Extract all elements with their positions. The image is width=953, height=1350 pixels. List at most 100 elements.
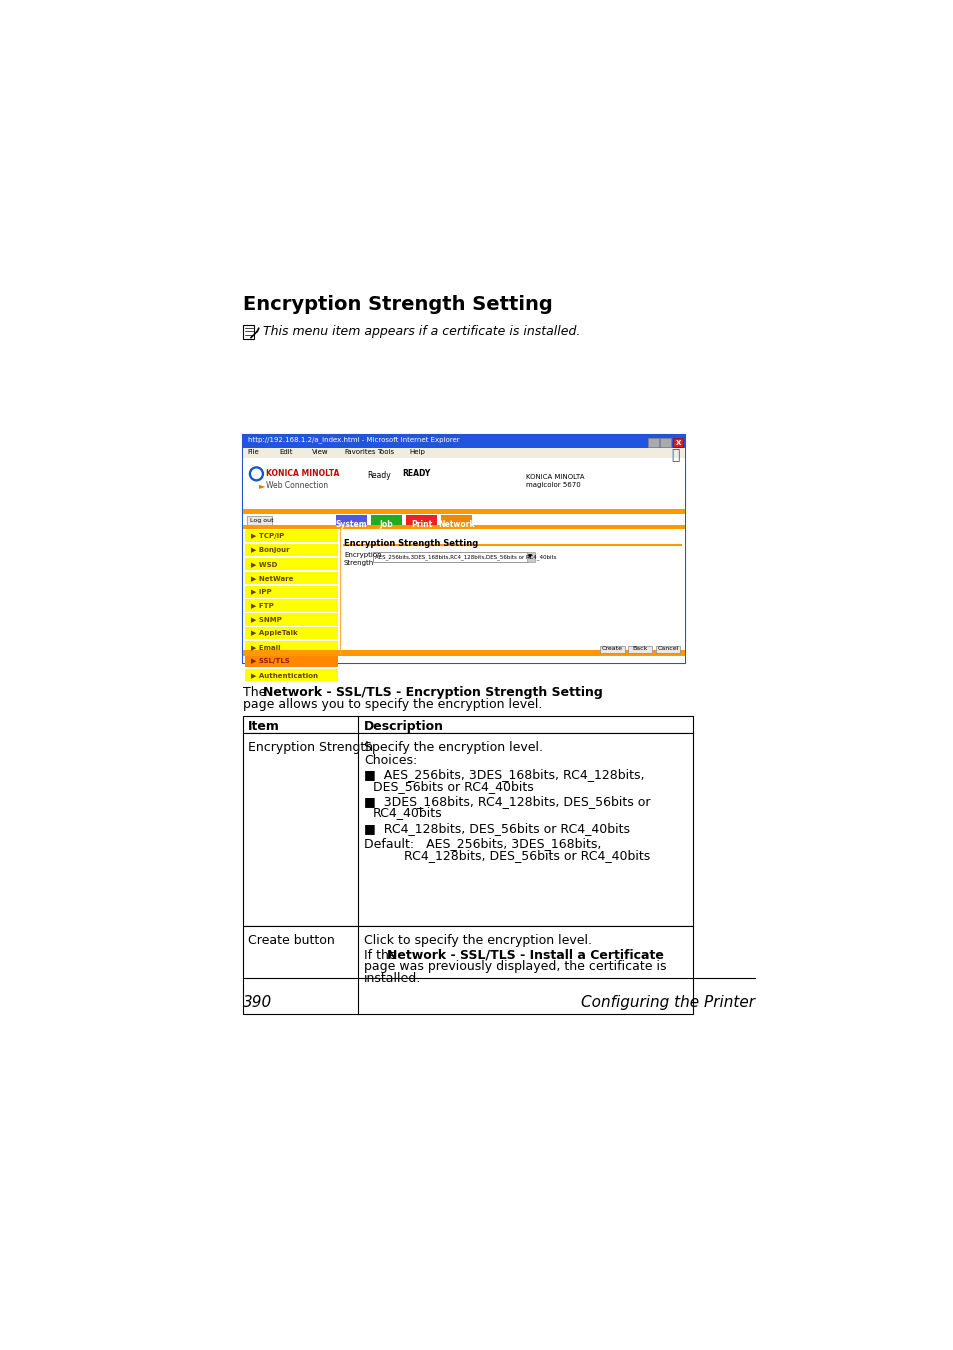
Bar — [245, 641, 337, 653]
Text: ▶ NetWare: ▶ NetWare — [251, 575, 294, 580]
Bar — [406, 516, 436, 526]
Text: ▶ AppleTalk: ▶ AppleTalk — [251, 630, 297, 636]
Text: page allows you to specify the encryption level.: page allows you to specify the encryptio… — [243, 698, 542, 711]
Text: Click to specify the encryption level.: Click to specify the encryption level. — [364, 934, 592, 946]
Text: Job: Job — [379, 520, 393, 529]
Text: Specify the encryption level.: Specify the encryption level. — [364, 741, 542, 755]
Text: Default:   AES_256bits, 3DES_168bits,: Default: AES_256bits, 3DES_168bits, — [364, 837, 601, 850]
Text: ⓘ: ⓘ — [670, 448, 679, 463]
Text: ►: ► — [258, 481, 265, 490]
Text: ▶ IPP: ▶ IPP — [251, 589, 272, 594]
Text: Encryption Strength Setting: Encryption Strength Setting — [243, 296, 553, 315]
Text: AES_256bits,3DES_168bits,RC4_128bits,DES_56bits or RC4_40bits: AES_256bits,3DES_168bits,RC4_128bits,DES… — [375, 554, 556, 560]
Bar — [245, 544, 337, 556]
Bar — [627, 645, 652, 653]
Text: magicolor 5670: magicolor 5670 — [525, 482, 580, 489]
Bar — [245, 628, 337, 640]
Bar — [599, 645, 624, 653]
Text: Network - SSL/TLS - Install a Certificate: Network - SSL/TLS - Install a Certificat… — [387, 949, 663, 963]
Text: Ready: Ready — [367, 471, 391, 479]
Bar — [245, 655, 337, 667]
Text: http://192.168.1.2/a_index.html - Microsoft Internet Explorer: http://192.168.1.2/a_index.html - Micros… — [248, 436, 459, 443]
Bar — [243, 529, 684, 663]
Bar — [245, 599, 337, 612]
Text: ■  RC4_128bits, DES_56bits or RC4_40bits: ■ RC4_128bits, DES_56bits or RC4_40bits — [364, 822, 630, 834]
Bar — [373, 552, 528, 562]
Bar — [243, 733, 692, 926]
Bar — [243, 926, 692, 1014]
Text: KONICA MINOLTA: KONICA MINOLTA — [525, 474, 584, 479]
Bar — [247, 516, 272, 526]
Text: READY: READY — [402, 470, 430, 478]
Text: ▶ Authentication: ▶ Authentication — [251, 672, 317, 678]
Text: page was previously displayed, the certificate is: page was previously displayed, the certi… — [364, 960, 666, 973]
Text: ▶ FTP: ▶ FTP — [251, 602, 274, 609]
Text: Create: Create — [601, 647, 622, 651]
Text: ▶ Bonjour: ▶ Bonjour — [251, 547, 290, 553]
Text: Log out: Log out — [250, 518, 274, 522]
Text: RC4_128bits, DES_56bits or RC4_40bits: RC4_128bits, DES_56bits or RC4_40bits — [404, 849, 650, 861]
Text: Network: Network — [437, 520, 475, 529]
Bar — [659, 437, 670, 447]
Text: ■  3DES_168bits, RC4_128bits, DES_56bits or: ■ 3DES_168bits, RC4_128bits, DES_56bits … — [364, 795, 650, 807]
Text: RC4_40bits: RC4_40bits — [373, 806, 442, 819]
Text: ▶ SSL/TLS: ▶ SSL/TLS — [251, 657, 290, 664]
Text: Tools: Tools — [377, 450, 394, 455]
Bar — [245, 586, 337, 598]
Bar — [243, 435, 684, 448]
Bar — [245, 668, 337, 680]
Bar — [440, 516, 472, 526]
Bar — [243, 717, 692, 733]
Text: DES_56bits or RC4_40bits: DES_56bits or RC4_40bits — [373, 779, 533, 792]
Text: This menu item appears if a certificate is installed.: This menu item appears if a certificate … — [263, 325, 580, 339]
Bar — [371, 516, 402, 526]
Text: Web Connection: Web Connection — [266, 481, 328, 490]
Bar — [245, 558, 337, 570]
Text: 390: 390 — [243, 995, 273, 1010]
Text: Edit: Edit — [279, 450, 293, 455]
Bar — [243, 448, 684, 459]
Bar — [672, 437, 682, 447]
Text: ▶ WSD: ▶ WSD — [251, 560, 277, 567]
Bar — [245, 531, 337, 543]
Text: ▶ SNMP: ▶ SNMP — [251, 617, 281, 622]
Text: Cancel: Cancel — [657, 647, 678, 651]
Text: Encryption
Strength: Encryption Strength — [344, 552, 381, 566]
Text: ■  AES_256bits, 3DES_168bits, RC4_128bits,: ■ AES_256bits, 3DES_168bits, RC4_128bits… — [364, 768, 644, 782]
Text: Back: Back — [632, 647, 647, 651]
Text: Description: Description — [364, 721, 444, 733]
Text: Print: Print — [411, 520, 432, 529]
Bar — [245, 571, 337, 585]
Text: ▶ TCP/IP: ▶ TCP/IP — [251, 533, 284, 539]
Text: Favorites: Favorites — [344, 450, 375, 455]
Text: File: File — [247, 450, 258, 455]
Circle shape — [249, 467, 263, 481]
Bar — [647, 437, 658, 447]
Text: ▼: ▼ — [528, 554, 532, 559]
Text: System: System — [335, 520, 367, 529]
Text: Create button: Create button — [248, 934, 335, 946]
Text: Help: Help — [410, 450, 425, 455]
Bar — [243, 514, 684, 529]
Bar — [243, 509, 684, 514]
Text: View: View — [312, 450, 329, 455]
Text: Choices:: Choices: — [364, 755, 417, 767]
Text: ▶ Email: ▶ Email — [251, 644, 280, 649]
Text: installed.: installed. — [364, 972, 421, 986]
Bar — [243, 325, 253, 339]
Circle shape — [252, 470, 261, 478]
Bar — [526, 552, 534, 562]
Text: Network - SSL/TLS - Encryption Strength Setting: Network - SSL/TLS - Encryption Strength … — [262, 686, 601, 698]
Text: If the: If the — [364, 949, 400, 963]
Text: Encryption Strength: Encryption Strength — [248, 741, 373, 755]
Text: X: X — [675, 440, 680, 446]
Bar — [245, 613, 337, 625]
Bar — [655, 645, 679, 653]
Bar — [243, 435, 684, 663]
Bar — [243, 651, 684, 656]
Text: KONICA MINOLTA: KONICA MINOLTA — [266, 470, 339, 478]
Text: The: The — [243, 686, 271, 698]
Text: Encryption Strength Setting: Encryption Strength Setting — [344, 539, 477, 548]
Bar — [335, 516, 367, 526]
Bar — [243, 525, 684, 529]
